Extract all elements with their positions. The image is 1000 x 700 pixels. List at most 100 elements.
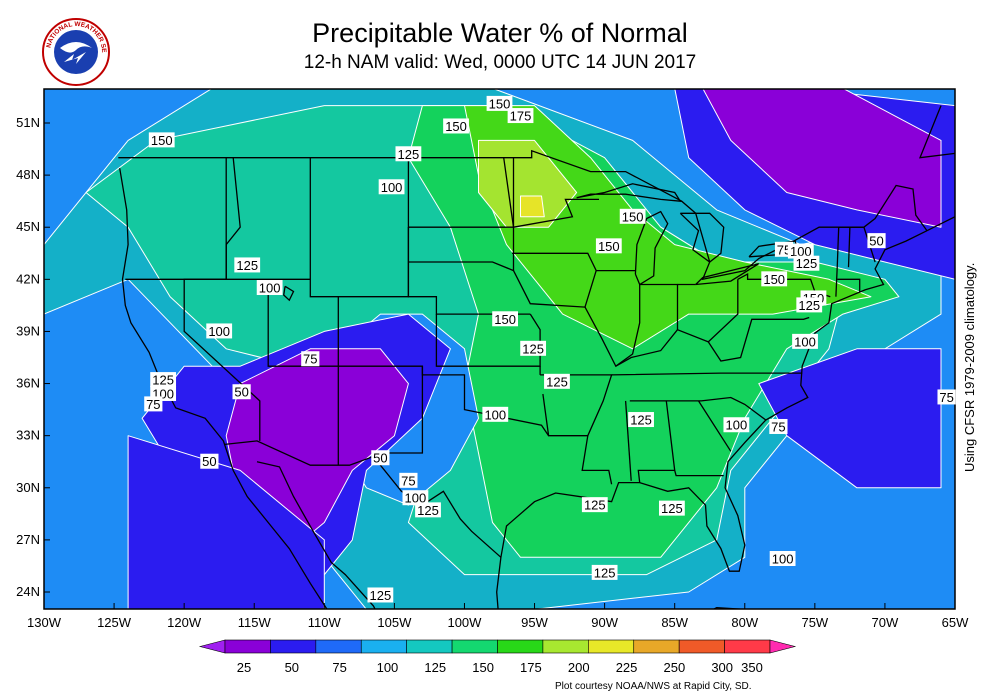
border-state-lines-7 <box>407 157 515 228</box>
lat-label: 27N <box>16 532 40 547</box>
border-state-lines-17 <box>584 284 641 368</box>
contour-label: 125 <box>520 340 547 356</box>
svg-text:125: 125 <box>594 565 616 580</box>
svg-text:75: 75 <box>303 352 317 367</box>
svg-text:50: 50 <box>373 451 387 466</box>
contour-label: 125 <box>628 412 654 428</box>
lon-label: 100W <box>447 615 482 630</box>
contour-label: 125 <box>234 257 261 273</box>
border-great-lake-huron <box>679 212 725 263</box>
svg-text:100: 100 <box>259 281 281 296</box>
border-border-us-mexico <box>224 440 502 558</box>
lon-label: 115W <box>238 615 272 630</box>
border-great-lake-michigan <box>634 210 669 286</box>
legend-swatch <box>315 639 362 654</box>
page-subtitle: 12-h NAM valid: Wed, 0000 UTC 14 JUN 201… <box>303 52 697 73</box>
legend-swatch <box>633 639 680 654</box>
svg-text:75: 75 <box>146 397 160 412</box>
contour-label: 150 <box>761 271 788 287</box>
contour-label: 150 <box>148 132 175 148</box>
border-state-lines-22 <box>629 396 767 421</box>
lat-label: 24N <box>16 584 40 599</box>
lon-label: 120W <box>167 615 202 630</box>
pw-field-11 <box>758 348 942 489</box>
contour-label: 75 <box>937 389 956 405</box>
border-state-lines-8 <box>407 227 531 315</box>
contour-label: 100 <box>787 243 814 259</box>
contour-label: 100 <box>256 280 283 296</box>
svg-text:125: 125 <box>546 374 568 389</box>
lon-label: 130W <box>27 615 62 630</box>
legend-value: 75 <box>332 660 346 675</box>
svg-text:50: 50 <box>234 385 248 400</box>
geographic-borders <box>118 105 955 609</box>
contour-labels: 1501751501501251001501507510050125150150… <box>144 95 956 603</box>
svg-text:50: 50 <box>202 454 216 469</box>
border-state-lines-25 <box>674 470 724 477</box>
border-state-lines-21 <box>611 372 803 376</box>
border-coast-west <box>119 168 328 609</box>
legend-value: 150 <box>472 660 494 675</box>
map-plot-area <box>44 89 955 609</box>
border-state-lines-19 <box>639 279 739 343</box>
lon-label: 70W <box>872 615 899 630</box>
contour-label: 75 <box>144 396 163 412</box>
contour-label: 125 <box>581 497 608 513</box>
color-legend: 25 50 75 100 125 150 175 200 225 250 300 350 <box>198 639 797 675</box>
border-state-lines-32 <box>837 278 861 292</box>
svg-text:125: 125 <box>798 298 820 313</box>
border-state-lines-4 <box>225 157 241 280</box>
border-canada-maritime <box>926 216 955 232</box>
pw-field-5 <box>520 195 545 218</box>
border-state-lines-31 <box>847 227 851 268</box>
svg-text:175: 175 <box>510 109 532 124</box>
contour-label: 125 <box>544 373 570 389</box>
svg-text:125: 125 <box>630 413 652 428</box>
contour-label: 125 <box>367 587 394 603</box>
contour-label: 150 <box>595 238 622 254</box>
svg-text:125: 125 <box>236 258 258 273</box>
svg-text:125: 125 <box>370 588 392 603</box>
contour-label: 100 <box>482 406 509 422</box>
legend-value: 25 <box>237 660 251 675</box>
contour-label: 100 <box>792 333 818 349</box>
svg-text:75: 75 <box>771 419 785 434</box>
contour-label: 150 <box>486 95 513 111</box>
contour-label: 125 <box>415 502 441 518</box>
contour-label: 125 <box>796 297 823 313</box>
pw-field-12 <box>127 435 325 609</box>
svg-text:100: 100 <box>790 244 812 259</box>
page-title: Precipitable Water % of Normal <box>312 18 688 48</box>
border-state-lines-24 <box>637 400 676 483</box>
legend-arrow-low <box>198 639 226 654</box>
pw-field-10 <box>702 89 942 228</box>
contour-label: 100 <box>769 550 796 566</box>
lat-label: 33N <box>16 428 40 443</box>
lon-label: 110W <box>308 615 342 630</box>
svg-text:100: 100 <box>405 491 427 506</box>
legend-swatch <box>588 639 635 654</box>
lon-label: 125W <box>97 615 132 630</box>
svg-text:150: 150 <box>763 272 785 287</box>
svg-text:100: 100 <box>484 407 506 422</box>
svg-text:100: 100 <box>726 418 748 433</box>
contour-label: 125 <box>395 146 422 162</box>
climatology-note: Using CFSR 1979-2009 climatology. <box>962 262 977 472</box>
border-state-lines-26 <box>697 400 732 452</box>
svg-text:150: 150 <box>489 96 511 111</box>
border-state-lines-27 <box>615 329 679 367</box>
legend-value: 300 <box>711 660 733 675</box>
legend-swatch <box>360 639 407 654</box>
lon-label: 80W <box>731 615 758 630</box>
contour-label: 125 <box>793 255 820 271</box>
legend-swatch <box>678 639 725 654</box>
svg-text:125: 125 <box>398 147 420 162</box>
svg-text:100: 100 <box>208 324 230 339</box>
svg-text:150: 150 <box>598 239 620 254</box>
lat-label: 51N <box>16 115 40 130</box>
svg-text:125: 125 <box>522 341 544 356</box>
contour-label: 50 <box>867 233 886 249</box>
svg-text:75: 75 <box>401 473 415 488</box>
contour-label: 125 <box>658 500 685 516</box>
legend-value: 250 <box>664 660 686 675</box>
